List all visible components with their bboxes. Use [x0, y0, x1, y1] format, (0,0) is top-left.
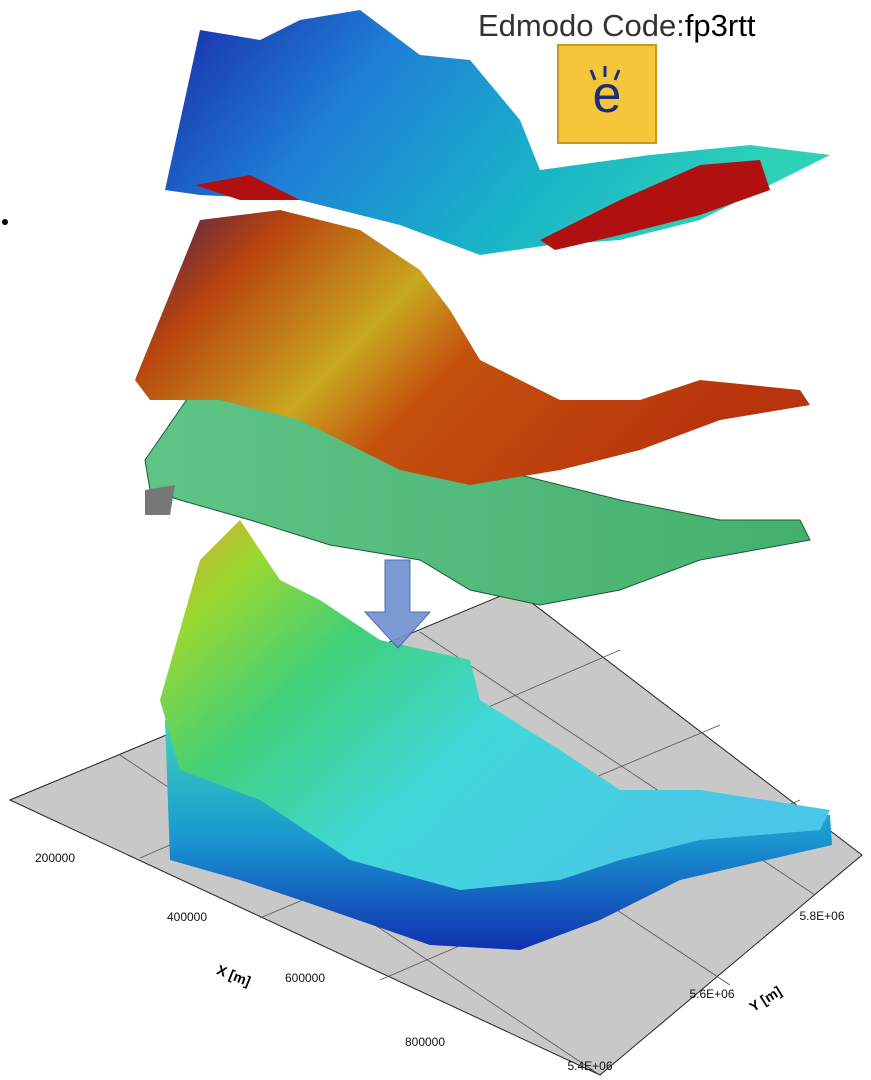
header-code: fp3rtt: [685, 8, 756, 43]
figure: Edmodo Code:fp3rtt e 2000004000006000008…: [0, 0, 871, 1080]
header-label: Edmodo Code:: [478, 8, 685, 43]
x-tick-label: 400000: [167, 910, 207, 924]
y-tick-label: 5.6E+06: [689, 987, 734, 1001]
x-tick-label: 200000: [35, 851, 75, 865]
shadow: [145, 485, 175, 515]
y-tick-label: 5.8E+06: [799, 909, 844, 923]
bullet: [2, 219, 8, 225]
x-tick-label: 800000: [405, 1035, 445, 1049]
x-axis-title: X [m]: [215, 961, 253, 989]
header: Edmodo Code:fp3rtt: [478, 8, 756, 43]
x-tick-label: 600000: [285, 971, 325, 985]
y-axis-title: Y [m]: [746, 983, 784, 1015]
y-tick-label: 5.4E+06: [567, 1059, 612, 1073]
page: Edmodo Code:fp3rtt e 2000004000006000008…: [0, 0, 871, 1080]
